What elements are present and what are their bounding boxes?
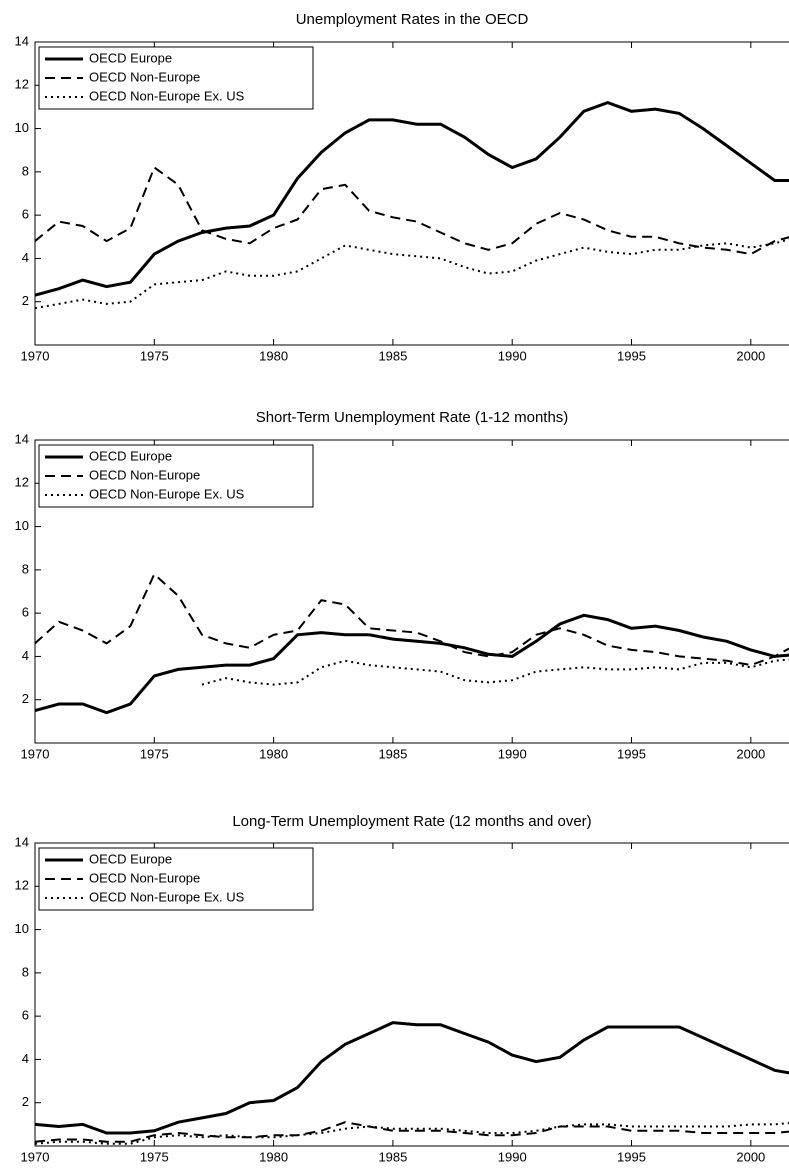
plot-area <box>35 101 789 310</box>
x-tick-label: 1975 <box>140 348 169 363</box>
x-tick-label: 1995 <box>617 1149 646 1164</box>
y-tick-label: 6 <box>22 605 29 620</box>
y-tick-label: 12 <box>15 878 29 893</box>
legend-label: OECD Non-Europe Ex. US <box>89 889 245 904</box>
y-tick-label: 10 <box>15 120 29 135</box>
x-tick-label: 1980 <box>259 746 288 761</box>
series-line <box>35 101 789 297</box>
y-tick-label: 8 <box>22 561 29 576</box>
x-tick-label: 2000 <box>736 746 765 761</box>
panel: Short-Term Unemployment Rate (1-12 month… <box>15 409 789 761</box>
x-tick-label: 1970 <box>21 348 50 363</box>
x-tick-label: 1985 <box>378 1149 407 1164</box>
legend-label: OECD Non-Europe Ex. US <box>89 486 245 501</box>
panel: Long-Term Unemployment Rate (12 months a… <box>15 813 789 1164</box>
plot-area <box>35 1021 789 1145</box>
legend-label: OECD Non-Europe <box>89 69 200 84</box>
x-tick-label: 1975 <box>140 1149 169 1164</box>
axis-frame <box>34 439 789 744</box>
x-tick-label: 2000 <box>736 1149 765 1164</box>
y-tick-label: 8 <box>22 163 29 178</box>
series-line <box>35 572 789 667</box>
x-tick-label: 1980 <box>259 1149 288 1164</box>
y-tick-label: 2 <box>22 293 29 308</box>
axis-frame <box>34 41 789 346</box>
series-line <box>35 1021 789 1135</box>
y-tick-label: 6 <box>22 1008 29 1023</box>
x-tick-label: 1985 <box>378 348 407 363</box>
y-tick-label: 4 <box>22 250 29 265</box>
chart-title: Short-Term Unemployment Rate (1-12 month… <box>256 409 569 426</box>
x-tick-label: 1970 <box>21 746 50 761</box>
legend-label: OECD Europe <box>89 851 172 866</box>
x-tick-label: 2000 <box>736 348 765 363</box>
legend-label: OECD Europe <box>89 50 172 65</box>
legend-box <box>38 46 314 110</box>
chart-title: Long-Term Unemployment Rate (12 months a… <box>232 813 591 830</box>
y-tick-label: 14 <box>15 834 29 849</box>
y-tick-label: 14 <box>15 33 29 48</box>
legend-label: OECD Non-Europe <box>89 467 200 482</box>
y-tick-label: 14 <box>15 431 29 446</box>
y-tick-label: 12 <box>15 475 29 490</box>
x-tick-label: 1975 <box>140 746 169 761</box>
panel: Unemployment Rates in the OECD 2 4 6 8 10 12 14… <box>15 11 789 363</box>
legend-label: OECD Non-Europe <box>89 870 200 885</box>
y-tick-label: 2 <box>22 1094 29 1109</box>
legend-box <box>38 444 314 508</box>
y-tick-label: 10 <box>15 921 29 936</box>
y-tick-label: 12 <box>15 77 29 92</box>
series-line <box>35 238 789 310</box>
y-tick-label: 4 <box>22 1051 29 1066</box>
series-line <box>35 1121 789 1143</box>
series-line <box>201 658 789 686</box>
x-tick-label: 1980 <box>259 348 288 363</box>
y-tick-label: 4 <box>22 648 29 663</box>
y-tick-label: 8 <box>22 964 29 979</box>
x-tick-label: 1995 <box>617 746 646 761</box>
plot-area <box>35 572 789 715</box>
x-tick-label: 1990 <box>498 348 527 363</box>
series-line <box>35 1122 789 1145</box>
x-tick-label: 1990 <box>498 746 527 761</box>
y-tick-label: 10 <box>15 518 29 533</box>
y-tick-label: 2 <box>22 691 29 706</box>
x-tick-label: 1970 <box>21 1149 50 1164</box>
series-line <box>35 613 789 715</box>
chart-title: Unemployment Rates in the OECD <box>296 11 529 28</box>
legend-box <box>38 847 314 911</box>
x-tick-label: 1990 <box>498 1149 527 1164</box>
y-tick-label: 6 <box>22 207 29 222</box>
x-tick-label: 1985 <box>378 746 407 761</box>
legend-label: OECD Europe <box>89 448 172 463</box>
series-line <box>35 165 789 256</box>
axis-frame <box>34 842 789 1147</box>
legend-label: OECD Non-Europe Ex. US <box>89 88 245 103</box>
x-tick-label: 1995 <box>617 348 646 363</box>
